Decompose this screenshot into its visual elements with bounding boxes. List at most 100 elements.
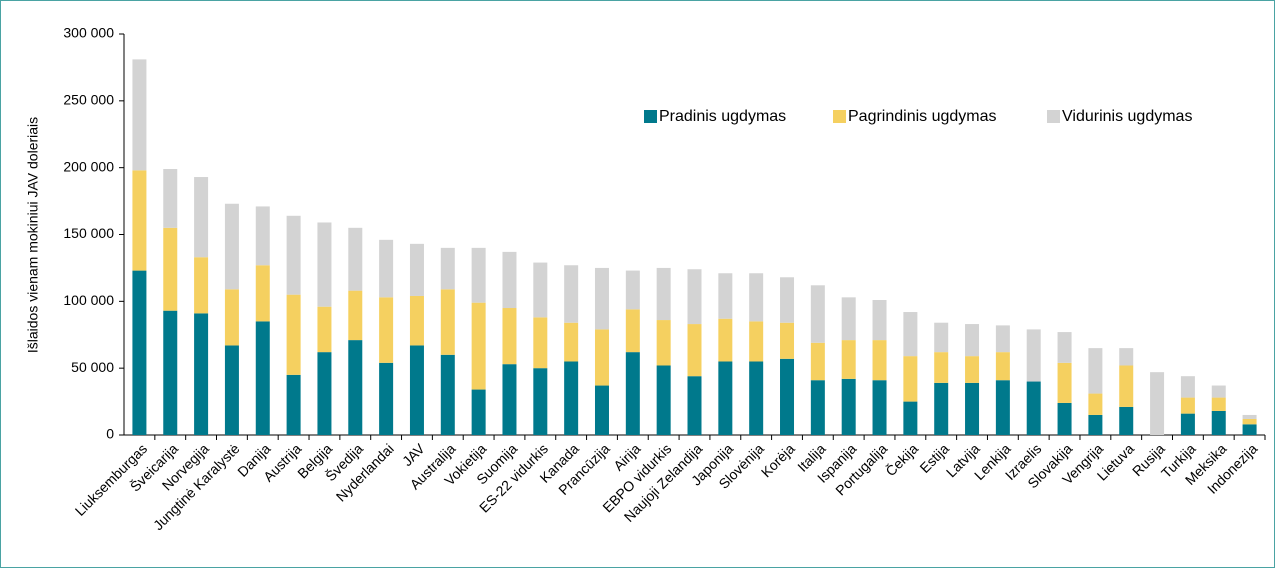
bar-segment	[780, 358, 795, 435]
bar-segment	[1057, 362, 1072, 403]
bar-segment	[687, 269, 702, 325]
bar-segment	[718, 318, 733, 362]
bar-segment	[625, 309, 640, 353]
bar-segment	[1180, 413, 1195, 435]
bar-segment	[255, 265, 270, 322]
bar-segment	[656, 267, 671, 321]
bar-segment	[934, 352, 949, 383]
bar-segment	[841, 378, 856, 435]
bar-segment	[687, 376, 702, 435]
bar-segment	[163, 169, 178, 228]
bar-segment	[194, 177, 209, 258]
bar-segment	[965, 324, 980, 357]
bar-segment	[965, 382, 980, 435]
bar-segment	[1180, 397, 1195, 414]
bar-segment	[1211, 385, 1226, 398]
legend-label: Pagrindinis ugdymas	[848, 108, 997, 125]
bar-segment	[1119, 406, 1134, 435]
bar-segment	[749, 321, 764, 362]
bar-segment	[564, 361, 579, 435]
bar-segment	[1088, 348, 1103, 394]
bar-segment	[1180, 376, 1195, 398]
bar-segment	[841, 340, 856, 379]
bar-segment	[656, 365, 671, 435]
bar-segment	[224, 345, 239, 435]
bar-segment	[841, 297, 856, 341]
bar-segment	[625, 270, 640, 310]
bar-segment	[163, 310, 178, 435]
legend-swatch	[833, 110, 846, 123]
bar-segment	[471, 247, 486, 303]
bar-segment	[379, 297, 394, 363]
legend-swatch	[644, 110, 657, 123]
bar-segment	[471, 302, 486, 390]
bar-segment	[564, 265, 579, 323]
bar-segment	[594, 267, 609, 330]
bar-segment	[409, 243, 424, 296]
bar-segment	[502, 308, 517, 365]
bar-segment	[1088, 393, 1103, 415]
bar-segment	[965, 356, 980, 383]
bar-segment	[255, 321, 270, 435]
bar-segment	[1088, 414, 1103, 435]
bar-segment	[348, 290, 363, 341]
bar-segment	[348, 340, 363, 435]
bar-segment	[903, 356, 918, 402]
bar-segment	[132, 170, 147, 271]
bar-segment	[1057, 332, 1072, 363]
bar-segment	[286, 374, 301, 435]
bar-segment	[533, 262, 548, 318]
y-tick-label: 0	[106, 426, 114, 442]
bar-segment	[194, 257, 209, 314]
y-tick-label: 50 000	[71, 359, 114, 375]
bar-segment	[379, 239, 394, 298]
bar-segment	[872, 380, 887, 435]
bar-segment	[718, 361, 733, 435]
bar-segment	[718, 273, 733, 319]
bar-segment	[286, 294, 301, 375]
bar-segment	[132, 59, 147, 171]
bar-segment	[502, 364, 517, 435]
bar-segment	[440, 247, 455, 290]
bar-segment	[995, 325, 1010, 353]
bar-segment	[533, 317, 548, 369]
bar-segment	[656, 320, 671, 366]
bar-segment	[1057, 402, 1072, 435]
bar-segment	[317, 306, 332, 353]
bar-segment	[194, 313, 209, 435]
bar-segment	[594, 385, 609, 435]
bar-segment	[594, 329, 609, 386]
bar-segment	[934, 382, 949, 435]
bar-segment	[317, 222, 332, 307]
y-axis-title: Išlaidos vienam mokiniui JAV doleriais	[25, 117, 41, 353]
bar-segment	[749, 273, 764, 322]
bar-segment	[934, 322, 949, 353]
bar-segment	[317, 352, 332, 435]
bar-segment	[163, 227, 178, 311]
bar-segment	[224, 203, 239, 290]
bar-segment	[1242, 418, 1257, 425]
bar-segment	[533, 368, 548, 435]
bar-segment	[780, 322, 795, 359]
bar-segment	[255, 206, 270, 266]
bar-segment	[1026, 329, 1041, 382]
bar-segment	[1242, 424, 1257, 435]
bar-segment	[1119, 365, 1134, 407]
bar-segment	[440, 289, 455, 355]
bar-segment	[1150, 372, 1165, 435]
bar-segment	[872, 299, 887, 341]
legend-label: Pradinis ugdymas	[659, 108, 786, 125]
y-tick-label: 150 000	[63, 225, 114, 241]
bar-segment	[564, 322, 579, 362]
bar-segment	[780, 277, 795, 323]
bar-segment	[440, 354, 455, 435]
x-tick-label: Korėja	[758, 440, 798, 480]
bar-segment	[1211, 410, 1226, 435]
y-tick-label: 200 000	[63, 158, 114, 174]
bar-segment	[903, 401, 918, 435]
bar-segment	[409, 295, 424, 346]
y-tick-label: 100 000	[63, 292, 114, 308]
bar-segment	[1119, 348, 1134, 366]
bar-segment	[379, 362, 394, 435]
